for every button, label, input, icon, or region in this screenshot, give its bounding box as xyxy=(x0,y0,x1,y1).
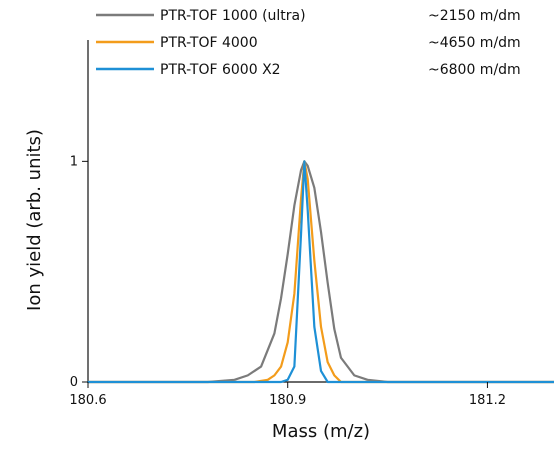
y-tick-label-0: 0 xyxy=(70,375,78,390)
legend-item-6000: PTR-TOF 6000 X2 ~6800 m/dm xyxy=(96,62,521,78)
legend: PTR-TOF 1000 (ultra) ~2150 m/dm PTR-TOF … xyxy=(96,8,521,78)
series-line-2 xyxy=(86,160,554,384)
legend-item-4000: PTR-TOF 4000 ~4650 m/dm xyxy=(96,35,521,51)
legend-label-ultra: PTR-TOF 1000 (ultra) xyxy=(160,8,306,24)
plot-area: 180.6 180.9 181.2 0 1 xyxy=(69,40,554,408)
tick-layer: 180.6 180.9 181.2 0 1 xyxy=(69,154,506,408)
legend-resolution-ultra: ~2150 m/dm xyxy=(428,8,521,24)
x-axis-title: Mass (m/z) xyxy=(272,421,370,442)
legend-item-ultra: PTR-TOF 1000 (ultra) ~2150 m/dm xyxy=(96,8,521,24)
legend-label-4000: PTR-TOF 4000 xyxy=(160,35,258,51)
legend-resolution-4000: ~4650 m/dm xyxy=(428,35,521,51)
y-tick-label-1: 1 xyxy=(70,154,78,169)
legend-resolution-6000: ~6800 m/dm xyxy=(428,62,521,78)
series-layer xyxy=(86,160,554,384)
x-tick-label-2: 181.2 xyxy=(469,393,506,408)
series-line-1 xyxy=(86,160,554,384)
legend-label-6000: PTR-TOF 6000 X2 xyxy=(160,62,281,78)
series-line-0 xyxy=(86,160,554,384)
x-tick-label-0: 180.6 xyxy=(69,393,106,408)
x-tick-label-1: 180.9 xyxy=(269,393,306,408)
y-axis-title: Ion yield (arb. units) xyxy=(24,129,45,311)
